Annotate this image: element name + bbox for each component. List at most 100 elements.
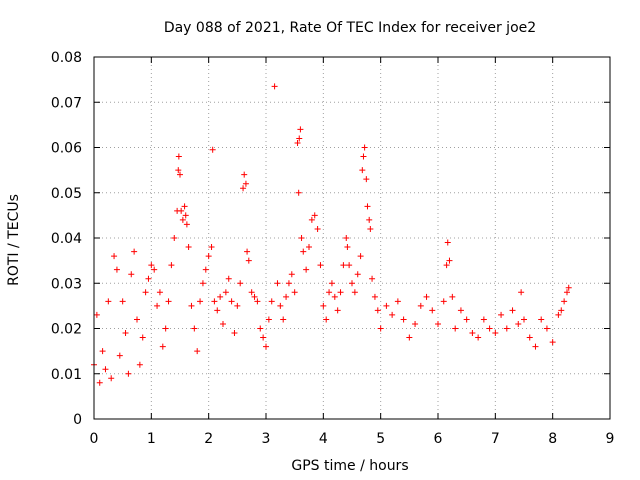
x-tick-label: 5 — [376, 431, 385, 447]
x-tick-label: 9 — [606, 431, 615, 447]
data-point — [199, 280, 206, 287]
data-point — [323, 316, 330, 323]
y-axis-label: ROTI / TECUs — [6, 194, 22, 286]
data-point — [145, 275, 152, 282]
data-point — [417, 302, 424, 309]
data-point — [320, 302, 327, 309]
data-point — [244, 248, 251, 255]
data-point — [162, 325, 169, 332]
data-point — [183, 221, 190, 228]
data-point — [359, 167, 366, 174]
data-point — [285, 280, 292, 287]
data-point — [394, 298, 401, 305]
x-axis-label: GPS time / hours — [291, 458, 408, 474]
data-point — [231, 330, 238, 337]
data-point — [300, 248, 307, 255]
data-point — [326, 289, 333, 296]
x-tick-label: 0 — [90, 431, 99, 447]
data-point — [263, 343, 269, 350]
data-point — [277, 302, 284, 309]
data-point — [194, 348, 201, 355]
data-point — [159, 343, 166, 350]
data-point — [449, 293, 456, 300]
data-point — [240, 185, 247, 192]
x-tick-label: 1 — [147, 431, 156, 447]
data-point — [148, 262, 155, 269]
data-point — [369, 275, 376, 282]
data-point — [452, 325, 459, 332]
data-point — [306, 244, 312, 251]
chart-title: Day 088 of 2021, Rate Of TEC Index for r… — [164, 20, 536, 36]
data-point — [182, 212, 189, 219]
data-point — [374, 307, 381, 314]
data-point — [125, 370, 132, 377]
data-point — [113, 266, 120, 273]
data-point — [234, 302, 241, 309]
y-tick-label: 0.08 — [51, 50, 82, 66]
data-point — [311, 212, 318, 219]
x-tick-label: 2 — [204, 431, 213, 447]
data-point — [503, 325, 510, 332]
data-point — [549, 339, 556, 346]
data-point — [116, 352, 123, 359]
data-point — [349, 280, 355, 287]
data-point — [344, 244, 351, 251]
data-point — [331, 293, 338, 300]
data-point — [260, 334, 267, 341]
data-point — [228, 298, 235, 305]
data-point — [96, 379, 103, 386]
data-point — [543, 325, 550, 332]
x-tick-label: 4 — [319, 431, 328, 447]
data-point — [205, 253, 212, 260]
data-point — [175, 167, 182, 174]
data-point — [214, 307, 221, 314]
data-point — [245, 257, 252, 264]
data-point — [294, 139, 301, 146]
data-point — [168, 262, 175, 269]
data-point — [440, 298, 447, 305]
data-point — [444, 239, 451, 246]
data-point — [296, 135, 303, 142]
data-point — [498, 311, 505, 318]
y-tick-label: 0.04 — [51, 231, 82, 247]
data-point — [406, 334, 413, 341]
data-point — [295, 189, 302, 196]
data-point — [361, 144, 368, 151]
x-tick-label: 3 — [262, 431, 271, 447]
data-point — [208, 244, 215, 251]
data-point — [291, 289, 298, 296]
data-point — [134, 316, 140, 323]
data-point — [131, 248, 138, 255]
data-point — [564, 289, 570, 296]
data-point — [555, 311, 562, 318]
data-point — [354, 271, 361, 278]
data-point — [328, 280, 335, 287]
data-point — [360, 153, 367, 160]
data-point — [366, 216, 373, 223]
data-point — [480, 316, 487, 323]
x-tick-label: 7 — [491, 431, 500, 447]
data-point — [254, 298, 261, 305]
data-point — [443, 262, 450, 269]
data-point — [251, 293, 258, 300]
data-point — [340, 262, 347, 269]
data-point — [280, 316, 287, 323]
data-point — [377, 325, 384, 332]
data-point — [257, 325, 264, 332]
data-point — [197, 298, 204, 305]
data-point — [99, 348, 106, 355]
y-tick-label: 0 — [73, 412, 82, 428]
data-point — [337, 289, 344, 296]
data-point — [343, 235, 350, 241]
data-point — [429, 307, 436, 314]
data-point — [288, 271, 295, 278]
data-point — [171, 235, 178, 241]
data-point — [93, 311, 100, 318]
data-point — [565, 284, 572, 291]
data-point — [211, 298, 218, 305]
data-point — [297, 126, 304, 133]
data-marks — [91, 83, 572, 386]
data-point — [423, 293, 430, 300]
x-tick-label: 8 — [548, 431, 557, 447]
